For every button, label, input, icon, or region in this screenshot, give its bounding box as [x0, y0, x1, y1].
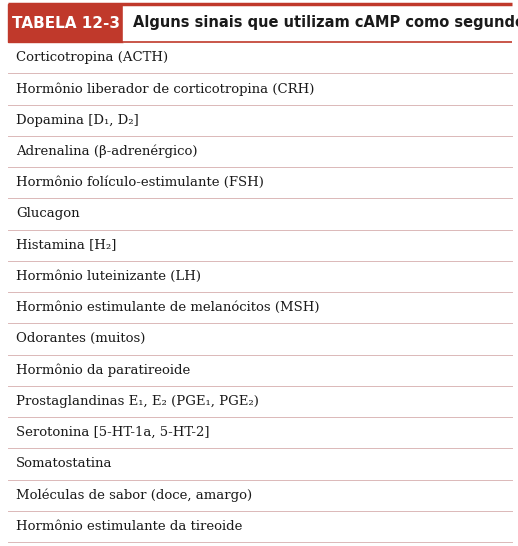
- Text: Alguns sinais que utilizam cAMP como segundo mensageiro: Alguns sinais que utilizam cAMP como seg…: [133, 15, 518, 31]
- Text: Hormônio estimulante de melanócitos (MSH): Hormônio estimulante de melanócitos (MSH…: [16, 301, 320, 314]
- Bar: [8, 136, 512, 167]
- Text: Adrenalina (β-adrenérgico): Adrenalina (β-adrenérgico): [16, 145, 197, 158]
- Text: Hormônio da paratireoide: Hormônio da paratireoide: [16, 364, 190, 377]
- Bar: [8, 292, 512, 323]
- Text: Histamina [H₂]: Histamina [H₂]: [16, 239, 117, 252]
- Text: Hormônio estimulante da tireoide: Hormônio estimulante da tireoide: [16, 520, 242, 533]
- Text: Prostaglandinas E₁, E₂ (PGE₁, PGE₂): Prostaglandinas E₁, E₂ (PGE₁, PGE₂): [16, 395, 259, 408]
- Text: Hormônio luteinizante (LH): Hormônio luteinizante (LH): [16, 270, 201, 283]
- Bar: [8, 229, 512, 261]
- Bar: [8, 417, 512, 448]
- Bar: [8, 4, 123, 42]
- Text: Dopamina [D₁, D₂]: Dopamina [D₁, D₂]: [16, 114, 139, 127]
- Bar: [8, 198, 512, 229]
- Bar: [8, 511, 512, 542]
- Bar: [8, 448, 512, 479]
- Bar: [8, 386, 512, 417]
- Bar: [8, 479, 512, 511]
- Bar: [8, 42, 512, 73]
- Text: Serotonina [5-HT-1a, 5-HT-2]: Serotonina [5-HT-1a, 5-HT-2]: [16, 426, 209, 439]
- Text: Hormônio liberador de corticotropina (CRH): Hormônio liberador de corticotropina (CR…: [16, 82, 314, 96]
- Text: Glucagon: Glucagon: [16, 207, 80, 221]
- Bar: [8, 261, 512, 292]
- Bar: [8, 104, 512, 136]
- Bar: [8, 73, 512, 104]
- Text: TABELA 12-3: TABELA 12-3: [11, 15, 120, 31]
- Text: Odorantes (muitos): Odorantes (muitos): [16, 333, 146, 346]
- Bar: [123, 4, 512, 42]
- Bar: [8, 323, 512, 354]
- Text: Hormônio folículo-estimulante (FSH): Hormônio folículo-estimulante (FSH): [16, 176, 264, 189]
- Text: Moléculas de sabor (doce, amargo): Moléculas de sabor (doce, amargo): [16, 488, 252, 502]
- Bar: [8, 167, 512, 198]
- Text: Somatostatina: Somatostatina: [16, 458, 112, 470]
- Text: Corticotropina (ACTH): Corticotropina (ACTH): [16, 51, 168, 64]
- Bar: [8, 354, 512, 386]
